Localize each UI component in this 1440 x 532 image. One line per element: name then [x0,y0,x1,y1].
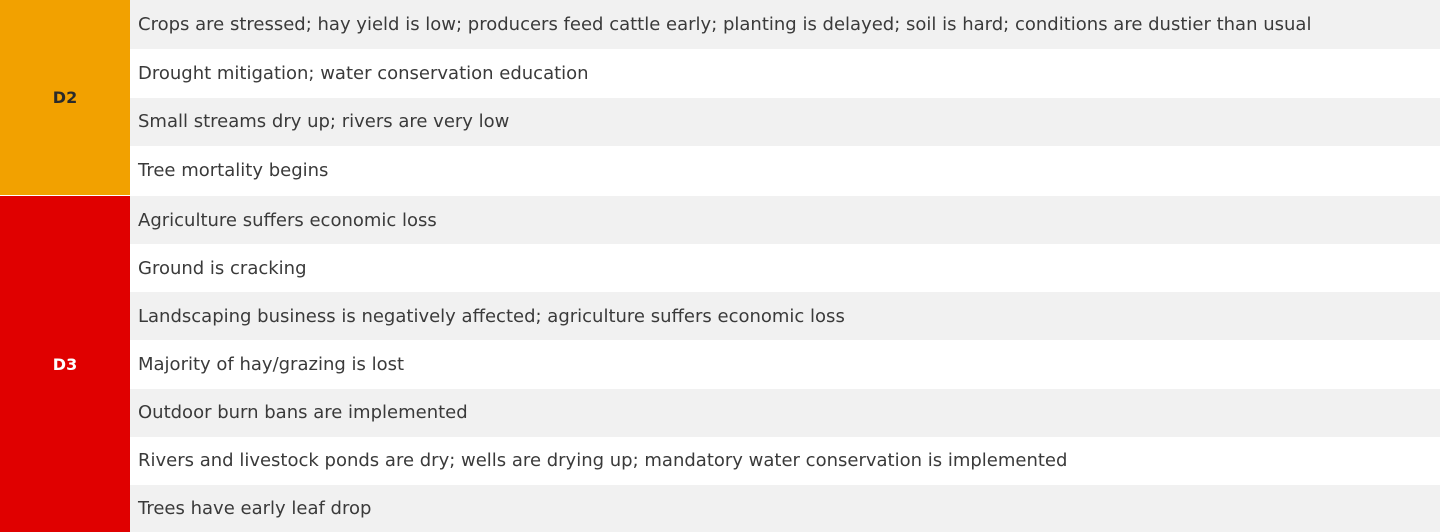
impact-rows-d2: Crops are stressed; hay yield is low; pr… [130,0,1440,195]
table-row: Tree mortality begins [130,146,1440,195]
table-row: Agriculture suffers economic loss [130,196,1440,245]
table-row: Drought mitigation; water conservation e… [130,48,1440,98]
category-cell-d2: D2 [0,0,130,195]
table-row: Crops are stressed; hay yield is low; pr… [130,0,1440,49]
category-cell-d3: D3 [0,196,130,532]
table-row: Trees have early leaf drop [130,484,1440,532]
table-row: Rivers and livestock ponds are dry; well… [130,436,1440,485]
table-row: Landscaping business is negatively affec… [130,292,1440,341]
table-row: Ground is cracking [130,244,1440,293]
category-group-d2: D2 Crops are stressed; hay yield is low;… [0,0,1440,196]
category-group-d3: D3 Agriculture suffers economic loss Gro… [0,196,1440,532]
impact-rows-d3: Agriculture suffers economic loss Ground… [130,196,1440,532]
table-row: Outdoor burn bans are implemented [130,388,1440,437]
table-row: Small streams dry up; rivers are very lo… [130,97,1440,147]
table-row: Majority of hay/grazing is lost [130,340,1440,389]
